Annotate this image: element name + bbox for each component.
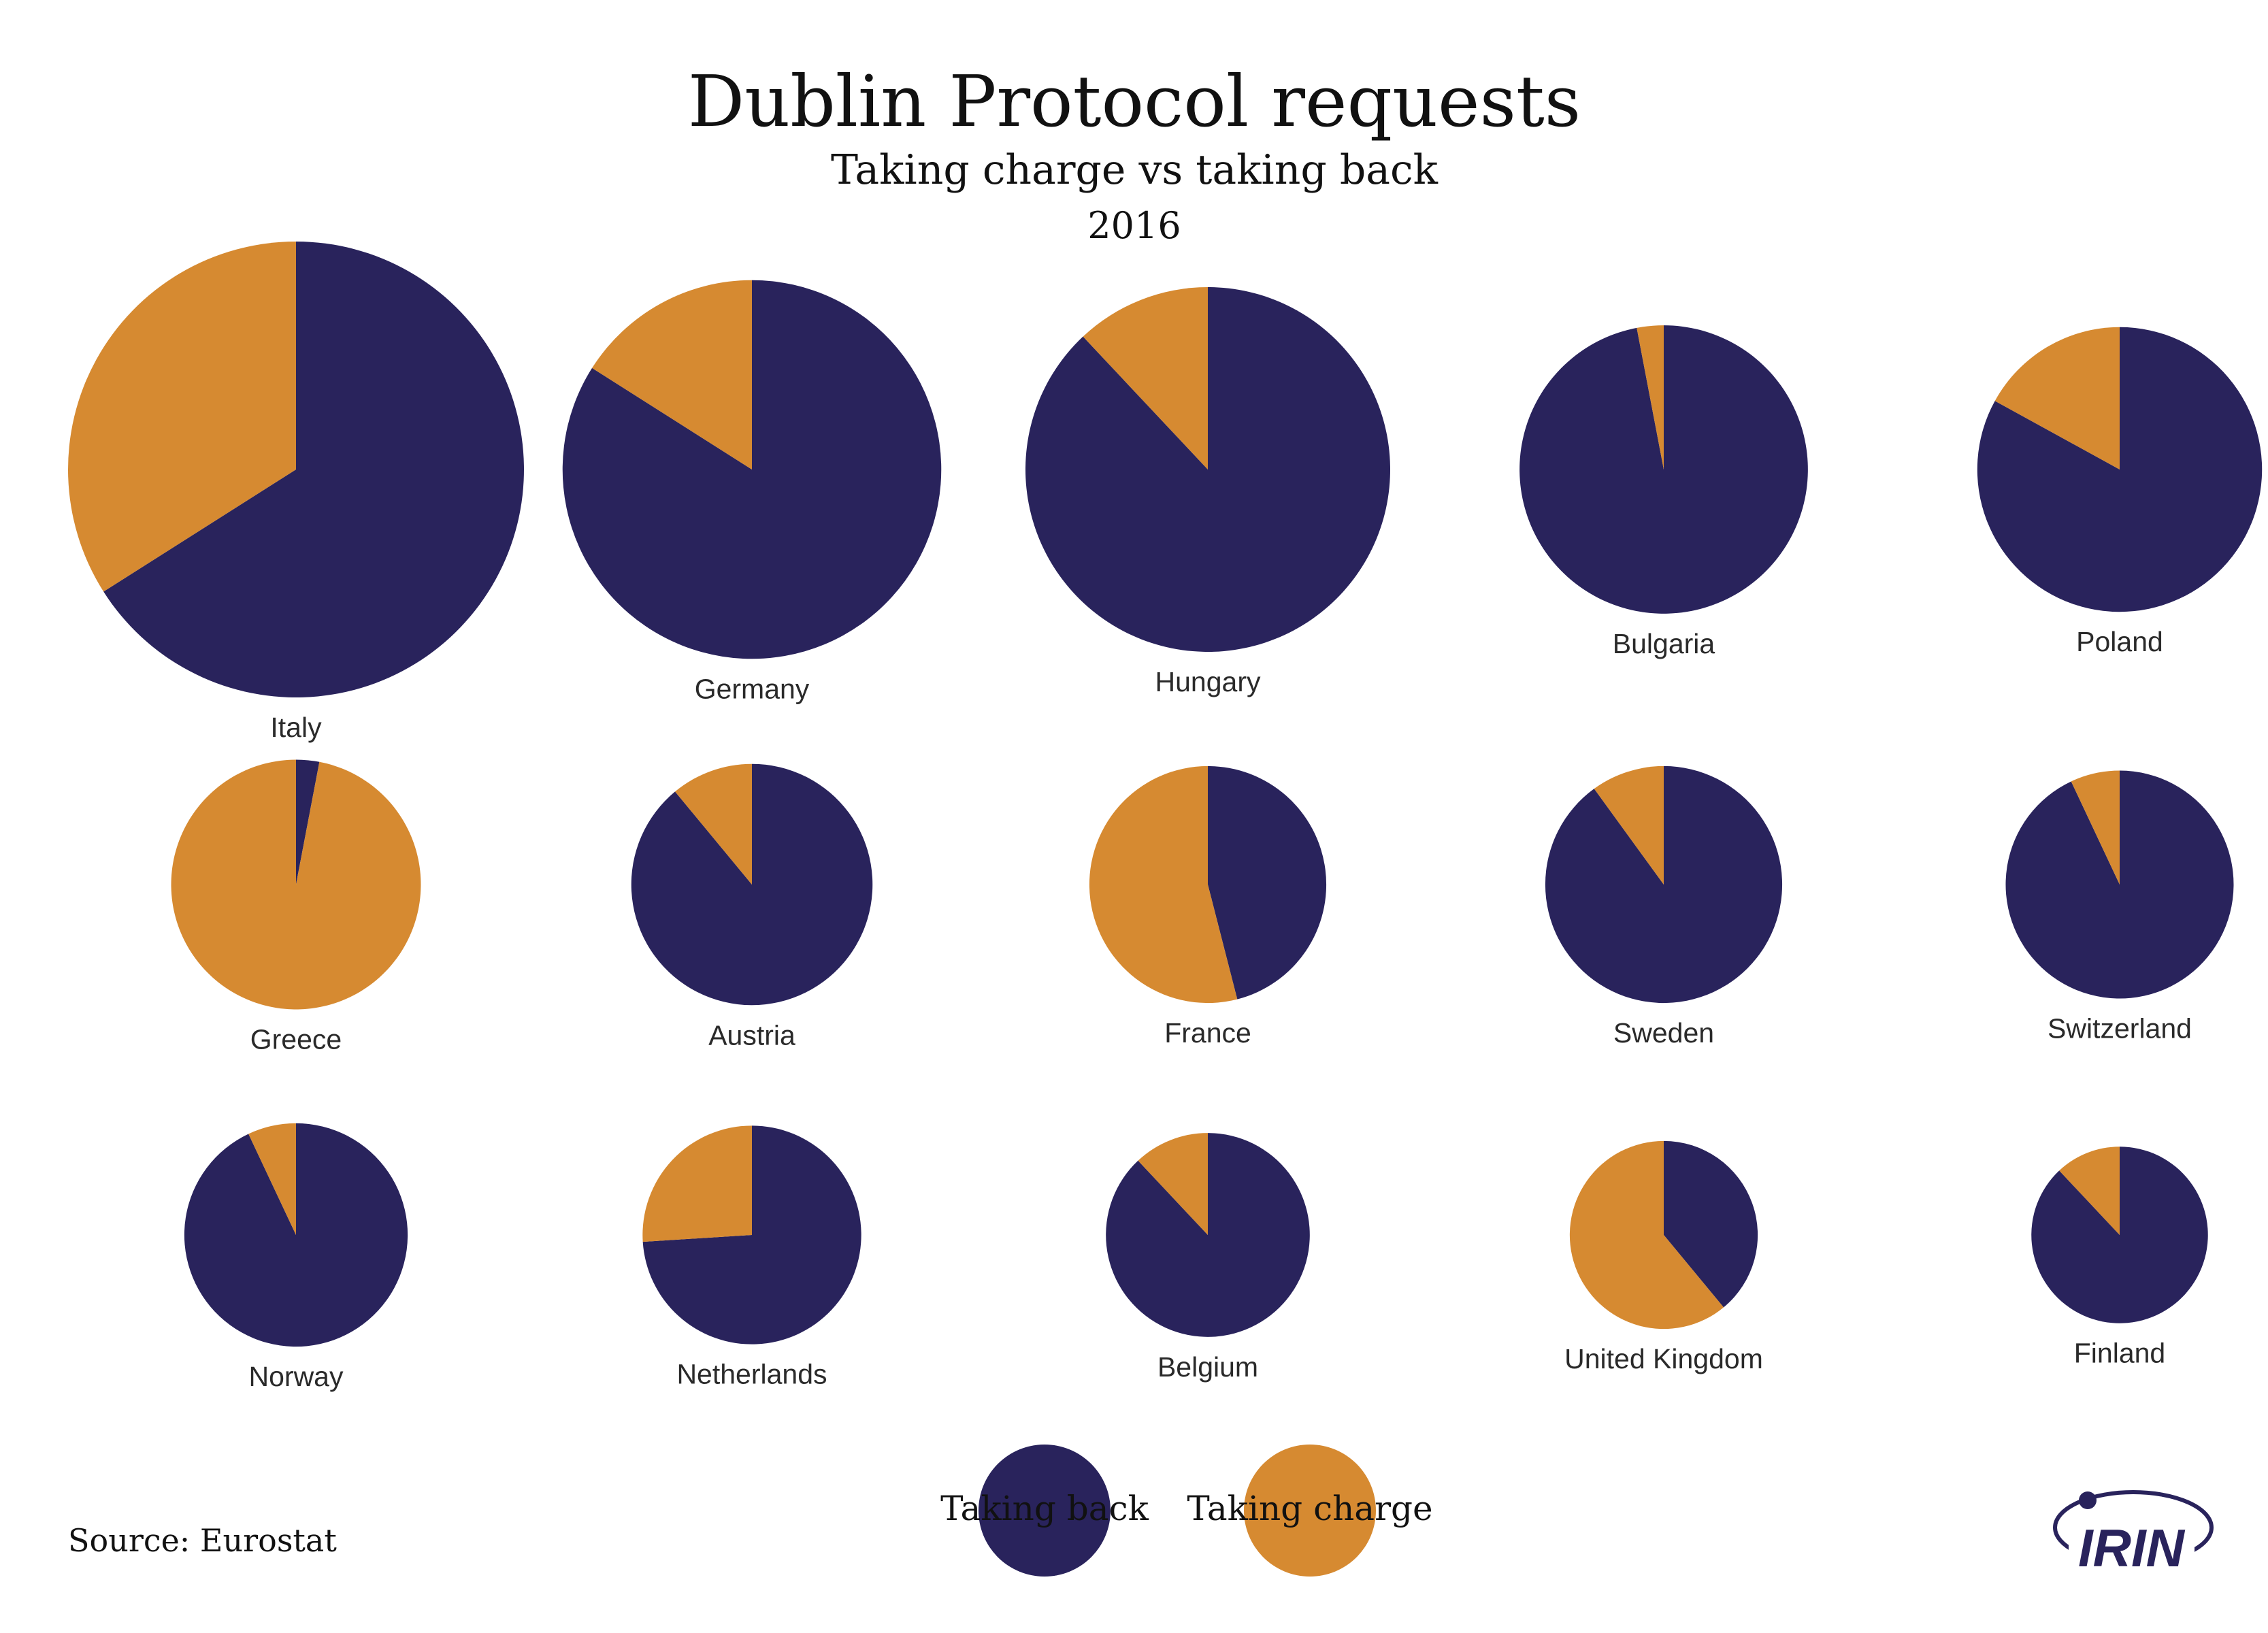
slice-taking-charge-norway: [248, 1123, 296, 1235]
slice-taking-back-finland: [2031, 1147, 2208, 1323]
slice-taking-back-switzerland: [2005, 770, 2234, 999]
pie-hungary: Hungary: [1025, 286, 1391, 697]
slice-taking-charge-germany: [592, 280, 752, 469]
slice-taking-charge-france: [1089, 765, 1238, 1004]
legend-swatch-taking-charge: [1244, 1445, 1376, 1577]
pie-grid: Italy Germany Hungary Bulgaria Poland Greece A…: [68, 242, 2263, 1392]
slice-taking-back-greece: [296, 759, 320, 885]
irin-logo: IRIN: [2053, 1490, 2214, 1578]
chart-subtitle: Taking charge vs taking back: [831, 146, 1439, 194]
slice-taking-charge-greece: [171, 759, 421, 1010]
slice-taking-back-germany: [562, 280, 942, 659]
slice-taking-charge-bulgaria: [1637, 325, 1664, 469]
slice-taking-back-austria: [631, 763, 873, 1006]
pie-label-greece: Greece: [250, 1023, 342, 1055]
pie-norway: Norway: [184, 1123, 408, 1392]
legend-label-taking-charge: Taking charge: [1187, 1489, 1432, 1528]
pie-label-hungary: Hungary: [1155, 666, 1261, 697]
pie-label-finland: Finland: [2074, 1338, 2165, 1369]
slice-taking-back-hungary: [1025, 286, 1391, 653]
logo-dot-icon: [2079, 1491, 2097, 1509]
pie-label-norway: Norway: [249, 1361, 344, 1392]
logo-text: IRIN: [2078, 1518, 2186, 1578]
slice-taking-back-poland: [1977, 327, 2263, 612]
chart-title: Dublin Protocol requests: [688, 60, 1581, 143]
pie-switzerland: Switzerland: [2005, 770, 2234, 1044]
pie-label-bulgaria: Bulgaria: [1613, 628, 1715, 659]
pie-sweden: Sweden: [1545, 765, 1783, 1049]
pie-label-germany: Germany: [695, 673, 810, 704]
slice-taking-charge-sweden: [1594, 765, 1664, 885]
pie-label-netherlands: Netherlands: [676, 1359, 827, 1390]
slice-taking-back-norway: [184, 1123, 408, 1347]
slice-taking-charge-poland: [1994, 327, 2120, 469]
pie-label-austria: Austria: [708, 1019, 795, 1051]
legend: Taking back Taking charge: [940, 1445, 1433, 1577]
legend-swatch-taking-back: [979, 1445, 1111, 1577]
slice-taking-charge-netherlands: [642, 1125, 752, 1242]
pie-italy: Italy: [68, 242, 525, 743]
pie-label-italy: Italy: [270, 712, 322, 743]
slice-taking-back-belgium: [1106, 1133, 1310, 1337]
slice-taking-back-netherlands: [642, 1125, 861, 1345]
pie-label-sweden: Sweden: [1613, 1017, 1714, 1049]
chart-year: 2016: [1087, 204, 1181, 247]
pie-bulgaria: Bulgaria: [1519, 325, 1808, 659]
slice-taking-charge-austria: [675, 763, 752, 885]
slice-taking-back-france: [1208, 765, 1327, 1000]
pie-label-france: France: [1164, 1017, 1251, 1049]
pie-finland: Finland: [2031, 1147, 2208, 1369]
pie-germany: Germany: [562, 280, 942, 704]
slice-taking-charge-switzerland: [2071, 770, 2120, 885]
slice-taking-back-italy: [103, 242, 525, 697]
slice-taking-charge-hungary: [1083, 287, 1208, 469]
slice-taking-back-united-kingdom: [1664, 1140, 1758, 1308]
pie-label-united-kingdom: United Kingdom: [1564, 1343, 1763, 1374]
slice-taking-back-bulgaria: [1519, 325, 1808, 614]
pie-greece: Greece: [171, 759, 421, 1055]
pie-label-switzerland: Switzerland: [2048, 1013, 2192, 1044]
pie-austria: Austria: [631, 763, 873, 1051]
pie-poland: Poland: [1977, 327, 2263, 657]
source-note: Source: Eurostat: [68, 1522, 337, 1559]
slice-taking-charge-united-kingdom: [1569, 1140, 1724, 1330]
legend-label-taking-back: Taking back: [940, 1489, 1149, 1528]
pie-united-kingdom: United Kingdom: [1564, 1140, 1763, 1374]
pie-netherlands: Netherlands: [642, 1125, 861, 1390]
pie-label-belgium: Belgium: [1157, 1351, 1258, 1383]
pie-france: France: [1089, 765, 1327, 1049]
slice-taking-charge-italy: [68, 242, 296, 592]
slice-taking-charge-finland: [2059, 1147, 2120, 1235]
slice-taking-charge-belgium: [1138, 1133, 1208, 1235]
pie-belgium: Belgium: [1106, 1133, 1310, 1383]
pie-label-poland: Poland: [2076, 626, 2163, 657]
slice-taking-back-sweden: [1545, 765, 1783, 1004]
